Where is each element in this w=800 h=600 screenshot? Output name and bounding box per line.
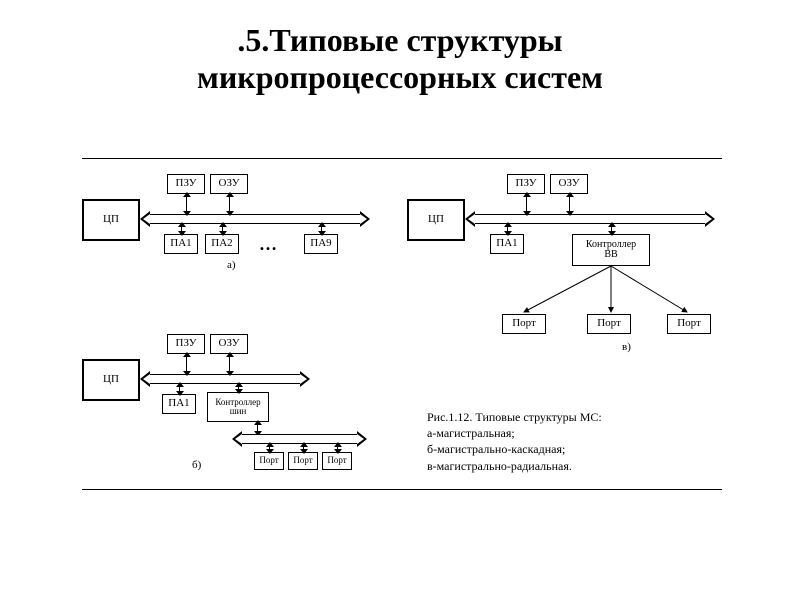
conn-portb3	[337, 445, 338, 451]
ctrlvv-l1: Контроллер	[586, 239, 636, 250]
block-pa9-a: ПА9	[304, 234, 338, 254]
conn-pa1-b	[179, 385, 180, 393]
block-port-b1: Порт	[254, 452, 284, 470]
bus-b-main	[140, 374, 310, 384]
conn-portb1	[269, 445, 270, 451]
pzu-a-label: ПЗУ	[176, 178, 197, 190]
diagram-region: ЦП ПЗУ ОЗУ ПА1 ПА2 … ПА9 а) ЦП ПЗУ ОЗУ П…	[82, 158, 722, 490]
block-pa2-a: ПА2	[205, 234, 239, 254]
block-port-v1: Порт	[502, 314, 546, 334]
block-pa1-a: ПА1	[164, 234, 198, 254]
block-pa1-v: ПА1	[490, 234, 524, 254]
cap-l3: б-магистрально-каскадная;	[427, 442, 565, 456]
conn-pzu-a	[186, 195, 187, 213]
conn-pa9-a	[321, 225, 322, 233]
ozu-b-label: ОЗУ	[219, 338, 240, 350]
ellipsis-a: …	[259, 234, 283, 255]
cpu-b-label: ЦП	[103, 374, 119, 386]
block-ozu-a: ОЗУ	[210, 174, 248, 194]
cap-l1: Рис.1.12. Типовые структуры МС:	[427, 410, 602, 424]
block-pa1-b: ПА1	[162, 394, 196, 414]
block-pzu-v: ПЗУ	[507, 174, 545, 194]
conn-portb2	[303, 445, 304, 451]
conn-ozu-a	[229, 195, 230, 213]
block-controller-bus: Контроллер шин	[207, 392, 269, 422]
title-line1: .5.Типовые структуры	[237, 22, 562, 58]
conn-ozu-b	[229, 355, 230, 373]
pa1-v-label: ПА1	[496, 238, 517, 250]
port-b2-label: Порт	[293, 456, 312, 465]
port-v2-label: Порт	[597, 318, 621, 330]
bus-a	[140, 214, 370, 224]
block-ozu-v: ОЗУ	[550, 174, 588, 194]
block-port-v2: Порт	[587, 314, 631, 334]
block-cpu-a: ЦП	[82, 199, 140, 241]
cpu-v-label: ЦП	[428, 214, 444, 226]
conn-pzu-b	[186, 355, 187, 373]
conn-ctrlvv-v	[611, 225, 612, 233]
block-port-v3: Порт	[667, 314, 711, 334]
conn-pa2-a	[222, 225, 223, 233]
ozu-a-label: ОЗУ	[219, 178, 240, 190]
conn-pa1-a	[181, 225, 182, 233]
port-v3-label: Порт	[677, 318, 701, 330]
pa1-a-label: ПА1	[170, 238, 191, 250]
block-ozu-b: ОЗУ	[210, 334, 248, 354]
port-b1-label: Порт	[259, 456, 278, 465]
block-pzu-b: ПЗУ	[167, 334, 205, 354]
block-controller-vv: Контроллер ВВ	[572, 234, 650, 266]
scheme-b-label: б)	[192, 459, 201, 471]
cpu-a-label: ЦП	[103, 214, 119, 226]
page-title: .5.Типовые структуры микропроцессорных с…	[0, 0, 800, 96]
scheme-a-label: а)	[227, 259, 236, 271]
port-b3-label: Порт	[327, 456, 346, 465]
conn-ctrlbus-down	[257, 423, 258, 433]
block-pzu-a: ПЗУ	[167, 174, 205, 194]
ctrlvv-l2: ВВ	[604, 249, 617, 260]
pa2-a-label: ПА2	[211, 238, 232, 250]
figure-caption: Рис.1.12. Типовые структуры МС: а-магист…	[427, 409, 602, 474]
port-v1-label: Порт	[512, 318, 536, 330]
block-cpu-v: ЦП	[407, 199, 465, 241]
radial-arrows-v	[482, 266, 712, 321]
block-port-b3: Порт	[322, 452, 352, 470]
conn-ctrlbus-b	[238, 385, 239, 391]
ozu-v-label: ОЗУ	[559, 178, 580, 190]
pzu-v-label: ПЗУ	[516, 178, 537, 190]
pa1-b-label: ПА1	[168, 398, 189, 410]
cap-l4: в-магистрально-радиальная.	[427, 459, 572, 473]
bus-v	[465, 214, 715, 224]
pa9-a-label: ПА9	[310, 238, 331, 250]
title-line2: микропроцессорных систем	[197, 59, 603, 95]
conn-pa1-v	[507, 225, 508, 233]
scheme-v-label: в)	[622, 341, 631, 353]
pzu-b-label: ПЗУ	[176, 338, 197, 350]
ctrlbus-l2: шин	[230, 406, 247, 416]
block-port-b2: Порт	[288, 452, 318, 470]
block-cpu-b: ЦП	[82, 359, 140, 401]
cap-l2: а-магистральная;	[427, 426, 515, 440]
conn-ozu-v	[569, 195, 570, 213]
conn-pzu-v	[526, 195, 527, 213]
